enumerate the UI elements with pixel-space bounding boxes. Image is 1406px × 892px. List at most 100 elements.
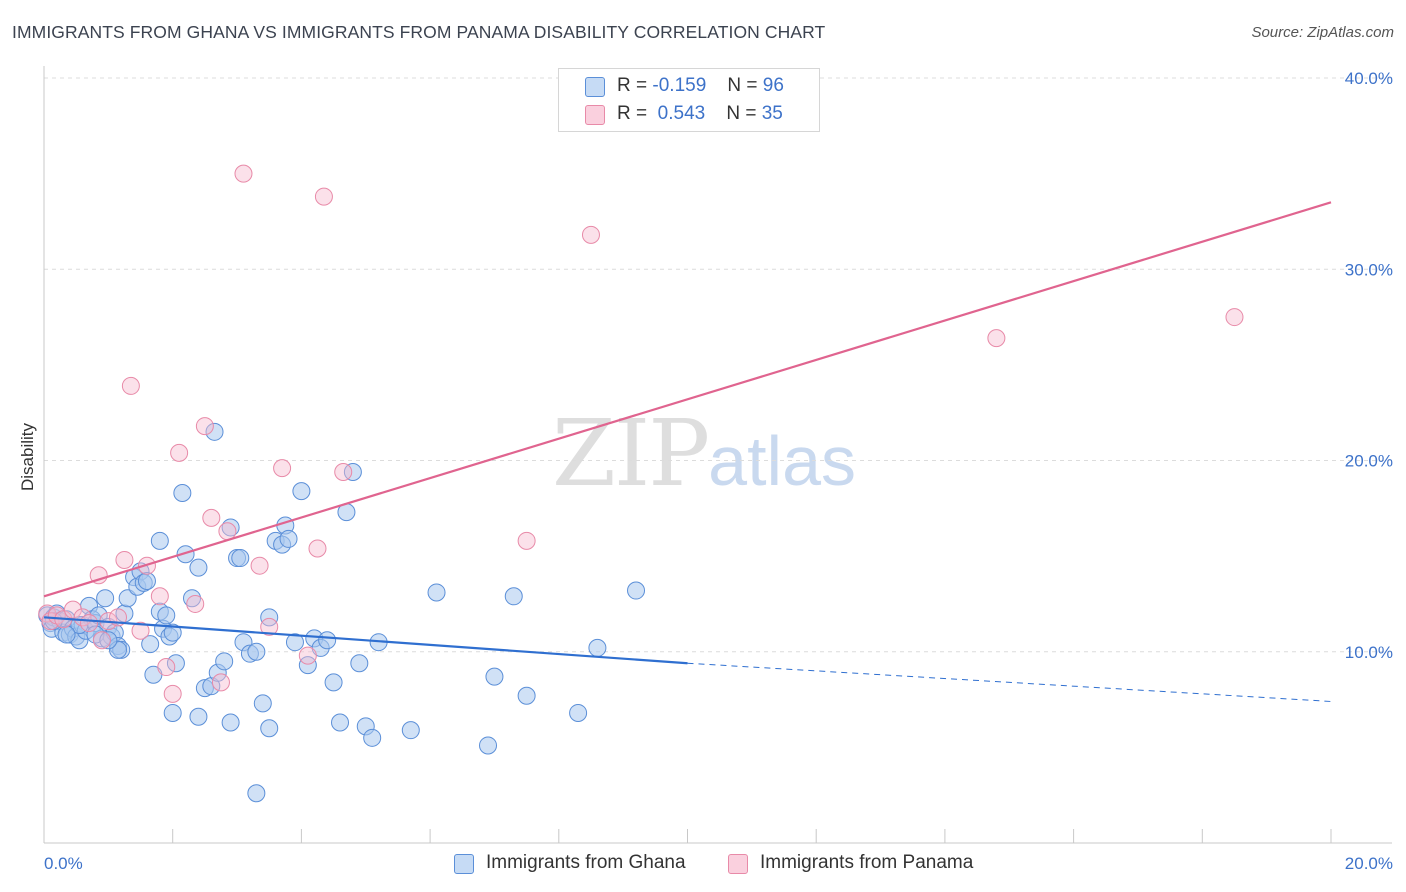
ghana-point: [137, 571, 156, 590]
y-tick-label-20: 20.0%: [1345, 452, 1393, 471]
ghana-point: [260, 719, 279, 738]
bottom-legend-swatch-ghana: [454, 854, 474, 874]
ghana-point: [343, 462, 362, 481]
ghana-point: [163, 703, 182, 722]
panama-point: [308, 539, 327, 558]
legend-panama-n-value: 35: [761, 103, 783, 124]
ghana-point: [96, 589, 115, 608]
panama-point: [121, 376, 140, 395]
series-panama-points: [38, 164, 1244, 703]
panama-point: [987, 329, 1006, 348]
ghana-point: [183, 589, 202, 608]
ghana-point: [189, 558, 208, 577]
legend-ghana-n-value: 96: [762, 75, 784, 96]
ghana-point: [89, 606, 108, 625]
bottom-legend-label-panama: Immigrants from Panama: [760, 852, 974, 873]
ghana-point: [350, 654, 369, 673]
y-tick-label-10: 10.0%: [1345, 643, 1393, 662]
ghana-point: [247, 784, 266, 803]
legend-panama-n-label: N =: [726, 103, 757, 124]
panama-point: [89, 566, 108, 585]
ghana-point: [57, 625, 76, 644]
y-tick-label-30: 30.0%: [1345, 260, 1393, 279]
panama-point: [170, 443, 189, 462]
legend-swatch-ghana: [585, 77, 605, 97]
ghana-trend-line: [43, 616, 688, 665]
ghana-point: [485, 667, 504, 686]
ghana-point: [163, 623, 182, 642]
axis-labels: 10.0% 20.0% 30.0% 40.0% 0.0% 20.0% Disability: [18, 69, 1393, 873]
ghana-point: [205, 422, 224, 441]
ghana-point: [279, 529, 298, 548]
panama-point: [157, 658, 176, 677]
panama-point: [92, 631, 111, 650]
ghana-point: [118, 589, 137, 608]
panama-point: [273, 459, 292, 478]
ghana-point: [517, 686, 536, 705]
ghana-point: [401, 721, 420, 740]
ghana-point: [260, 608, 279, 627]
panama-point: [517, 531, 536, 550]
panama-point: [334, 462, 353, 481]
y-axis-title: Disability: [18, 422, 37, 491]
y-tick-label-40: 40.0%: [1345, 69, 1393, 88]
ghana-point: [157, 606, 176, 625]
ghana-point: [627, 581, 646, 600]
panama-point: [63, 600, 82, 619]
trend-lines: [43, 201, 1332, 702]
panama-point: [1225, 308, 1244, 327]
legend-swatch-panama: [585, 105, 605, 125]
bottom-legend-label-ghana: Immigrants from Ghana: [486, 852, 686, 873]
ghana-point: [99, 631, 118, 650]
ghana-point: [479, 736, 498, 755]
panama-point: [202, 508, 221, 527]
ghana-point: [292, 482, 311, 501]
panama-point: [163, 684, 182, 703]
ghana-point: [141, 635, 160, 654]
ghana-point: [173, 484, 192, 503]
panama-point: [150, 587, 169, 606]
watermark-zip: ZIP: [552, 400, 710, 507]
ghana-point: [331, 713, 350, 732]
panama-point: [80, 614, 99, 633]
ghana-point: [504, 587, 523, 606]
ghana-point: [150, 531, 169, 550]
ghana-point: [298, 656, 317, 675]
ghana-point: [221, 713, 240, 732]
chart-source: Source: ZipAtlas.com: [1251, 24, 1394, 41]
panama-point: [298, 646, 317, 665]
ghana-point: [363, 728, 382, 747]
legend-ghana-n-label: N =: [727, 75, 758, 96]
ghana-point: [427, 583, 446, 602]
panama-point: [115, 550, 134, 569]
x-tick-label-max: 20.0%: [1345, 854, 1393, 873]
legend-panama-r-label: R =: [617, 103, 648, 124]
ghana-point: [253, 694, 272, 713]
bottom-legend-swatch-panama: [728, 854, 748, 874]
panama-point: [186, 594, 205, 613]
panama-point: [234, 164, 253, 183]
panama-point: [211, 673, 230, 692]
chart-title: IMMIGRANTS FROM GHANA VS IMMIGRANTS FROM…: [12, 22, 826, 42]
grid-lines: [44, 77, 1392, 653]
ghana-point: [588, 638, 607, 657]
panama-point: [314, 187, 333, 206]
ghana-trend-extension: [687, 662, 1332, 702]
ghana-point: [247, 642, 266, 661]
correlation-legend: R = -0.159 N = 96 R = 0.543 N = 35: [558, 68, 820, 132]
ghana-point: [285, 633, 304, 652]
panama-point: [581, 225, 600, 244]
panama-point: [250, 556, 269, 575]
x-tick-label-min: 0.0%: [44, 854, 83, 873]
panama-point: [260, 617, 279, 636]
ghana-point: [324, 673, 343, 692]
ghana-point: [569, 703, 588, 722]
axis-ticks: [43, 829, 1332, 843]
legend-ghana-r-label: R =: [617, 75, 648, 96]
ghana-point: [318, 631, 337, 650]
ghana-point: [176, 545, 195, 564]
ghana-point: [215, 652, 234, 671]
legend-panama-r-value: 0.543: [657, 103, 706, 124]
panama-point: [131, 621, 150, 640]
panama-trend-line: [43, 201, 1332, 598]
